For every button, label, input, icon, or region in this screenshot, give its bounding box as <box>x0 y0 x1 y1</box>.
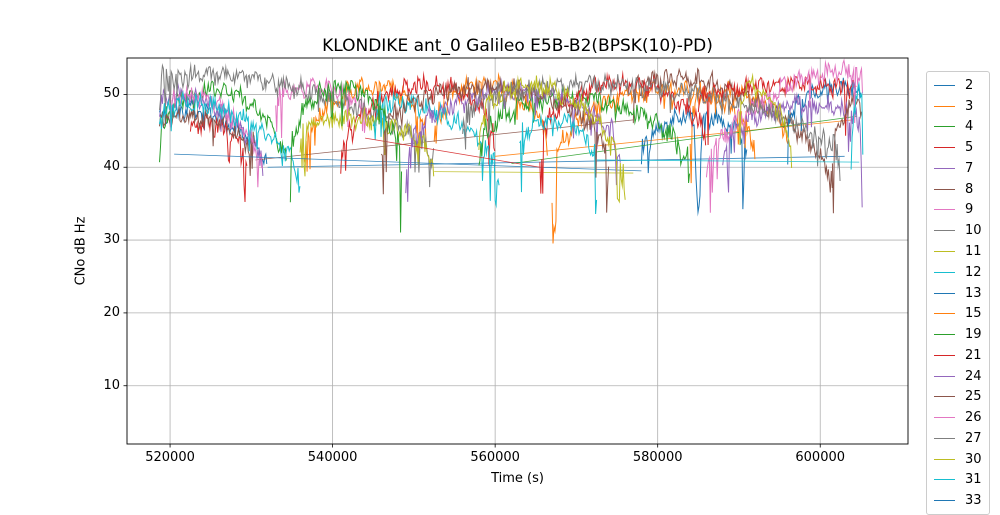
legend-item: 2 <box>927 75 989 96</box>
legend-line-sample <box>934 147 955 149</box>
legend-item: 26 <box>927 407 989 428</box>
x-axis-label: Time (s) <box>491 471 544 486</box>
legend-item-label: 21 <box>965 347 982 363</box>
legend-item-label: 19 <box>965 327 982 343</box>
legend-line-sample <box>934 230 955 232</box>
legend-item-label: 8 <box>965 181 974 197</box>
legend-item-label: 9 <box>965 202 974 218</box>
legend-item: 4 <box>927 117 989 138</box>
legend-item-label: 13 <box>965 285 982 301</box>
legend-item-label: 33 <box>965 493 982 509</box>
x-tick-label: 600000 <box>795 450 846 465</box>
legend-item-label: 11 <box>965 244 982 259</box>
legend-item-label: 2 <box>965 77 974 93</box>
legend-line-sample <box>934 126 955 128</box>
legend-line-sample <box>934 271 955 273</box>
y-tick-label: 40 <box>103 159 120 175</box>
legend-item-label: 4 <box>965 119 974 135</box>
legend-item-label: 24 <box>965 368 982 384</box>
legend-item: 11 <box>927 241 989 262</box>
legend-line-sample <box>934 292 955 294</box>
plot-area-canvas <box>0 0 1000 500</box>
legend-line-sample <box>934 334 955 336</box>
legend-line-sample <box>934 417 955 419</box>
legend-item-label: 26 <box>965 410 982 426</box>
legend-item: 9 <box>927 200 989 221</box>
legend-line-sample <box>934 458 955 460</box>
legend-item: 19 <box>927 324 989 345</box>
legend-item-label: 12 <box>965 264 982 280</box>
y-axis-label: CNo dB Hz <box>73 216 89 286</box>
x-tick-label: 540000 <box>307 450 358 465</box>
legend-line-sample <box>934 437 955 439</box>
legend-line-sample <box>934 84 955 86</box>
y-tick-label: 50 <box>103 86 120 102</box>
legend-item: 5 <box>927 137 989 158</box>
legend-item: 10 <box>927 220 989 241</box>
legend-line-sample <box>934 313 955 315</box>
legend-line-sample <box>934 167 955 169</box>
legend-line-sample <box>934 500 955 502</box>
legend-item-label: 31 <box>965 472 982 488</box>
legend-item: 13 <box>927 283 989 304</box>
legend-line-sample <box>934 105 955 107</box>
legend-item: 12 <box>927 262 989 283</box>
x-tick-label: 580000 <box>632 450 683 465</box>
legend-item: 8 <box>927 179 989 200</box>
legend-item: 21 <box>927 345 989 366</box>
legend-item: 25 <box>927 386 989 407</box>
legend-item-label: 5 <box>965 140 974 156</box>
legend: 2 3 4 5 7 8 9 10 11 12 13 15 19 21 24 25 26 27 30 31 33 <box>926 71 990 515</box>
legend-item-label: 7 <box>965 160 974 176</box>
x-tick-label: 560000 <box>470 450 520 465</box>
legend-item-label: 30 <box>965 451 982 467</box>
legend-line-sample <box>934 396 955 398</box>
y-tick-label: 10 <box>103 377 120 393</box>
legend-item-label: 3 <box>965 98 974 114</box>
legend-line-sample <box>934 375 955 377</box>
legend-item-label: 25 <box>965 389 982 405</box>
legend-item: 30 <box>927 449 989 470</box>
legend-item: 7 <box>927 158 989 179</box>
legend-item-label: 27 <box>965 430 982 446</box>
legend-line-sample <box>934 209 955 211</box>
legend-item: 31 <box>927 470 989 491</box>
legend-line-sample <box>934 251 955 252</box>
legend-item: 27 <box>927 428 989 449</box>
chart-title: KLONDIKE ant_0 Galileo E5B-B2(BPSK(10)-P… <box>322 36 713 56</box>
legend-line-sample <box>934 188 955 190</box>
legend-item: 24 <box>927 366 989 387</box>
legend-item-label: 15 <box>965 306 982 322</box>
y-tick-label: 20 <box>103 304 120 320</box>
legend-item: 15 <box>927 303 989 324</box>
x-tick-label: 520000 <box>145 450 195 465</box>
legend-item: 3 <box>927 96 989 117</box>
y-tick-label: 30 <box>103 232 120 248</box>
legend-line-sample <box>934 354 955 356</box>
legend-line-sample <box>934 479 955 481</box>
legend-item-label: 10 <box>965 223 982 239</box>
legend-item: 33 <box>927 490 989 511</box>
